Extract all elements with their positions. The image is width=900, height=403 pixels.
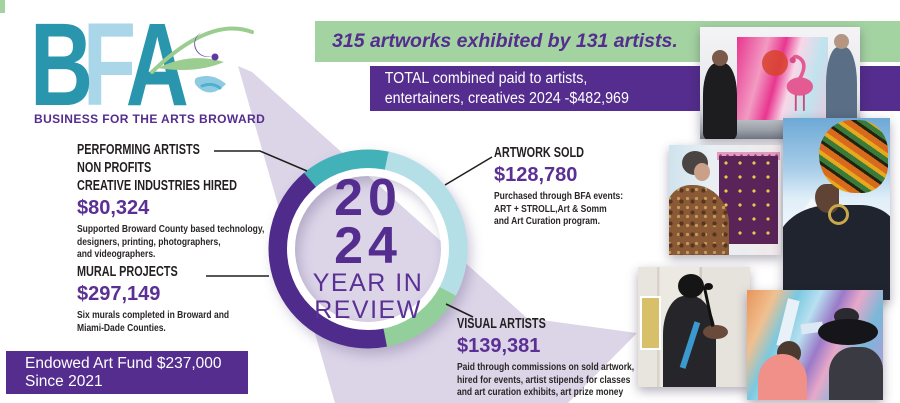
ring-inner-gap xyxy=(287,168,449,330)
year-digits-top: 20 xyxy=(334,168,402,227)
head xyxy=(833,34,849,50)
caption-year-in: YEAR IN xyxy=(312,269,424,298)
stat-title-line: ARTWORK SOLD xyxy=(494,145,585,161)
stat-performing-artists: PERFORMING ARTISTS NON PROFITS CREATIVE … xyxy=(77,141,297,262)
bfa-logo: B F A xyxy=(30,0,189,131)
logo-letter-b: B xyxy=(30,0,93,131)
stat-amount: $80,324 xyxy=(77,197,150,219)
endowed-line1: Endowed Art Fund $237,000 xyxy=(25,354,222,372)
stat-desc-line: Purchased through BFA events: xyxy=(494,191,624,202)
painter-dark-shirt xyxy=(828,347,883,400)
ring-segment-cyan xyxy=(384,151,468,296)
year-digits-bottom: 24 xyxy=(334,216,402,275)
endowed-art-fund-banner: Endowed Art Fund $237,000 Since 2021 xyxy=(6,351,248,394)
year-review-label: 20 24 YEAR IN REVIEW xyxy=(268,149,468,349)
head xyxy=(711,50,728,67)
stat-desc-line: Miami-Dade Counties. xyxy=(77,322,166,334)
flamingo-icon xyxy=(786,54,813,111)
photo-mural-painters xyxy=(747,290,883,400)
total-paid-line1: TOTAL combined paid to artists, xyxy=(384,69,588,87)
stat-desc-line: Supported Broward County based technolog… xyxy=(77,224,265,235)
stat-amount: $128,780 xyxy=(494,164,578,186)
photo-speaker-at-microphone xyxy=(638,267,750,387)
stat-artwork-sold: ARTWORK SOLD $128,780 Purchased through … xyxy=(494,144,646,229)
photo-flamingo-artwork-unveiling xyxy=(700,27,860,139)
stat-desc-line: and Art Curation program. xyxy=(494,216,600,227)
stat-amount: $139,381 xyxy=(457,335,541,357)
logo-tagline: BUSINESS FOR THE ARTS BROWARD xyxy=(34,112,266,126)
logo-letter-f: F xyxy=(82,0,136,131)
photo-artist-at-easel xyxy=(669,145,781,255)
photo-woman-kente-headwrap xyxy=(783,118,890,300)
wall-artwork xyxy=(640,295,662,351)
man-in-black-silhouette xyxy=(703,50,737,139)
stat-title-line: CREATIVE INDUSTRIES HIRED xyxy=(77,178,237,194)
patterned-border xyxy=(717,151,780,161)
flamingo-canvas xyxy=(736,37,828,120)
stat-visual-artists: VISUAL ARTISTS $139,381 Paid through com… xyxy=(457,315,665,400)
stat-title-line: MURAL PROJECTS xyxy=(77,264,178,280)
purple-canvas xyxy=(719,156,778,244)
corner-accent-bar xyxy=(0,0,5,13)
stat-title-line: VISUAL ARTISTS xyxy=(457,316,546,332)
microphone-icon xyxy=(704,282,714,290)
painter-pink-shirt xyxy=(757,353,807,400)
stat-desc-line: and art curation exhibits, art prize mon… xyxy=(457,387,624,398)
artist-face xyxy=(693,162,710,181)
stat-desc-line: Paid through commissions on sold artwork… xyxy=(457,362,635,373)
stat-mural-projects: MURAL PROJECTS $297,149 Six murals compl… xyxy=(77,263,256,335)
bfa-swoosh-icon xyxy=(150,26,254,93)
patterned-shirt xyxy=(669,184,730,255)
gesturing-hands xyxy=(702,324,728,339)
stat-desc-line: designers, printing, photographers, xyxy=(77,236,221,248)
ring-segment-green xyxy=(383,286,456,347)
wide-brim-hat xyxy=(817,318,878,345)
caption-review: REVIEW xyxy=(314,295,422,324)
stat-desc-line: Six murals completed in Broward and xyxy=(77,310,230,321)
endowed-line2: Since 2021 xyxy=(25,372,103,390)
stat-title-line: NON PROFITS xyxy=(77,160,152,176)
stat-amount: $297,149 xyxy=(77,283,161,305)
exhibit-banner-text: 315 artworks exhibited by 131 artists. xyxy=(332,30,678,52)
kente-headwrap xyxy=(819,119,888,193)
stat-desc-line: hired for events, artist stipends for cl… xyxy=(457,374,631,386)
stat-desc-line: and videographers. xyxy=(77,249,156,260)
year-review-ring xyxy=(268,149,468,349)
stat-title-line: PERFORMING ARTISTS xyxy=(77,142,200,158)
stat-desc-line: ART + STROLL,Art & Somm xyxy=(494,203,607,215)
total-paid-line2: entertainers, creatives 2024 -$482,969 xyxy=(384,89,629,107)
ring-segment-teal xyxy=(304,149,389,188)
ring-segment-purple xyxy=(268,172,387,349)
red-circle-motif xyxy=(762,50,789,77)
hoop-earring xyxy=(827,203,849,225)
speaker-head xyxy=(678,274,705,299)
